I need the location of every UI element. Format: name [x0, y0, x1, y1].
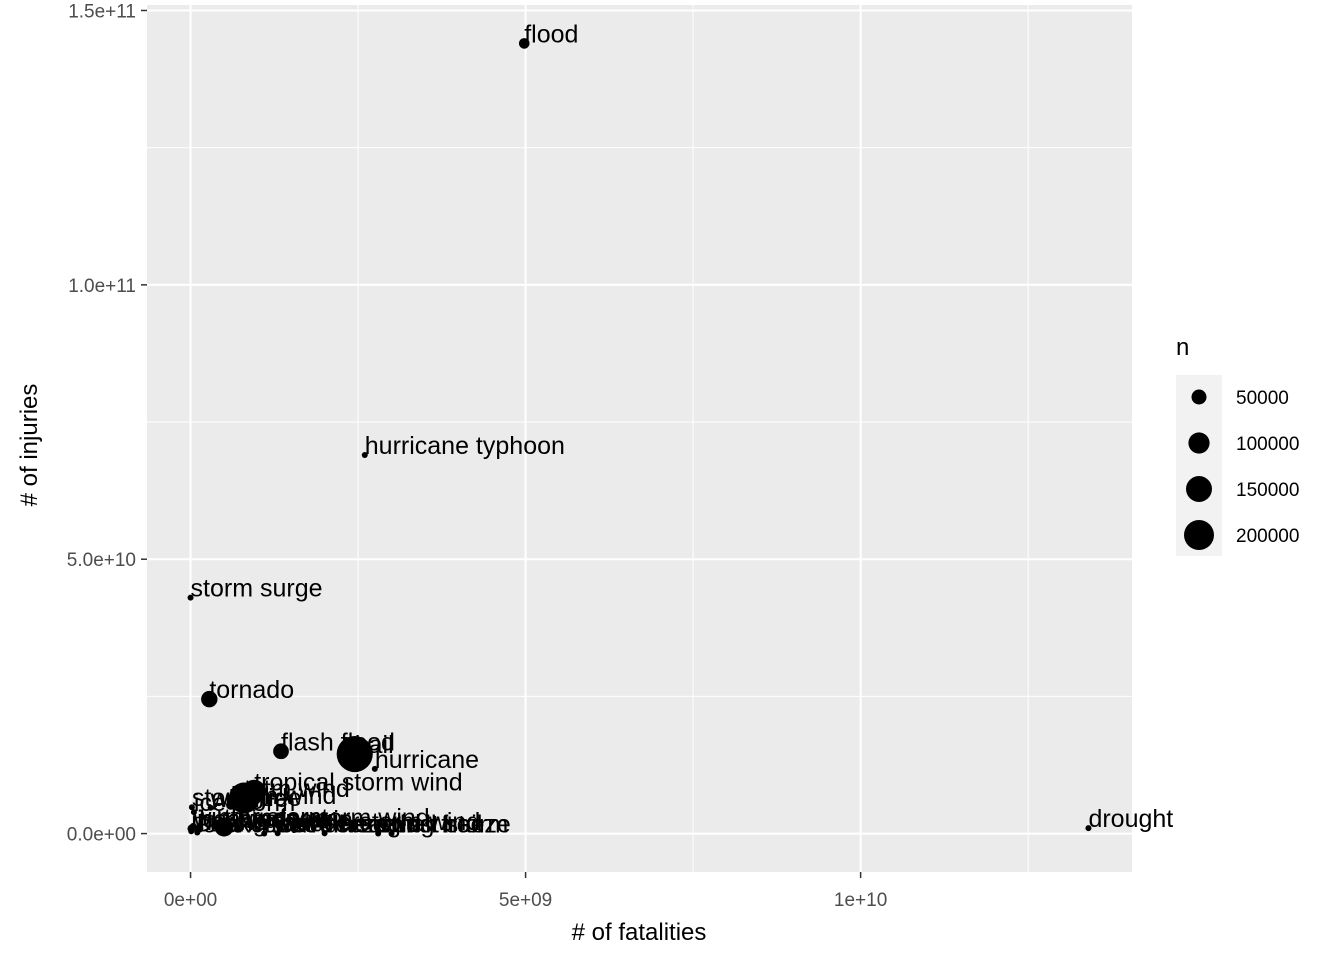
data-point [273, 743, 289, 760]
y-tick-label: 1.5e+11 [68, 1, 136, 22]
point-label: heavy rain [237, 806, 352, 834]
data-point [207, 804, 214, 811]
data-point [201, 690, 218, 708]
legend-key-label: 50000 [1236, 388, 1289, 409]
data-point [188, 828, 195, 835]
point-label: dust storm [392, 811, 509, 839]
y-axis-ticks: 0.0e+00 5.0e+10 1.0e+11 1.5e+11 [67, 1, 147, 846]
plot-panel [147, 5, 1132, 872]
data-point [274, 830, 281, 837]
data-point [233, 825, 241, 833]
legend-key-circle [1184, 520, 1214, 550]
legend-key-label: 150000 [1236, 480, 1299, 501]
point-label: damaging freeze [325, 810, 511, 838]
point-label: storm surge [191, 575, 323, 603]
point-label: heavy snow [199, 806, 332, 834]
legend-key-circle [1188, 432, 1210, 454]
x-tick-label: 0e+00 [164, 890, 217, 911]
point-label: hail [355, 731, 394, 759]
legend-key-label: 200000 [1236, 526, 1299, 547]
data-point [190, 809, 197, 816]
data-point [321, 830, 328, 837]
major-gridlines [147, 5, 1132, 872]
x-tick-label: 5e+09 [499, 890, 552, 911]
data-point [361, 451, 368, 458]
legend-keys: 50000 100000 150000 200000 [1184, 388, 1299, 550]
data-point [221, 830, 228, 837]
x-axis-title: # of fatalities [572, 919, 707, 946]
data-point [261, 830, 268, 837]
point-label: small hail [378, 810, 482, 838]
point-label: winter storm [192, 803, 329, 831]
data-point [195, 824, 204, 833]
data-point [518, 38, 530, 49]
data-point [188, 804, 195, 811]
point-label: tstm wind [244, 775, 350, 803]
legend-key-label: 100000 [1236, 434, 1299, 455]
point-label: flood [524, 20, 578, 48]
point-label: flash flood [281, 728, 395, 756]
point-label: high wind [231, 782, 337, 810]
point-label: extreme cold [278, 810, 421, 838]
y-tick-label: 0.0e+00 [67, 825, 136, 846]
size-legend: n 50000 100000 150000 200000 [1176, 334, 1299, 556]
legend-key-circle [1186, 476, 1212, 502]
data-point [214, 817, 234, 837]
data-point [336, 735, 373, 773]
point-label: thunderstorm wind [224, 804, 430, 832]
point-labels: flood hurricane typhoon storm surge tornado… [191, 20, 1174, 838]
data-point [371, 765, 378, 772]
point-label: hurricane typhoon [365, 432, 565, 460]
data-point [375, 830, 382, 837]
legend-key-circle [1191, 389, 1207, 405]
point-label: excessive heat [224, 811, 389, 839]
x-tick-label: 1e+10 [834, 890, 887, 911]
point-label: ice storm [194, 789, 295, 817]
point-label: tornado [209, 676, 294, 704]
data-points [187, 38, 1092, 837]
data-point [228, 782, 260, 814]
point-label: marine thunderstorm wind [191, 808, 480, 836]
point-label: storm tide [192, 784, 302, 812]
y-axis-title: # of injuries [16, 384, 43, 507]
point-label: frost freeze [264, 811, 389, 839]
point-label: hurricane [375, 746, 479, 774]
data-point [226, 800, 236, 810]
point-label: strong wind [197, 809, 325, 837]
y-tick-label: 5.0e+10 [67, 550, 136, 571]
point-label: drought [1088, 805, 1173, 833]
data-point [187, 594, 194, 601]
data-point [1085, 825, 1092, 832]
point-label: lightning [192, 806, 285, 834]
point-label: wildfire [210, 785, 289, 813]
data-point [388, 830, 395, 837]
point-label: tropical storm wind [254, 768, 462, 796]
x-axis-ticks: 0e+00 5e+09 1e+10 [164, 872, 887, 911]
y-tick-label: 1.0e+11 [68, 276, 136, 297]
minor-gridlines [147, 5, 1132, 872]
legend-title: n [1176, 334, 1189, 361]
